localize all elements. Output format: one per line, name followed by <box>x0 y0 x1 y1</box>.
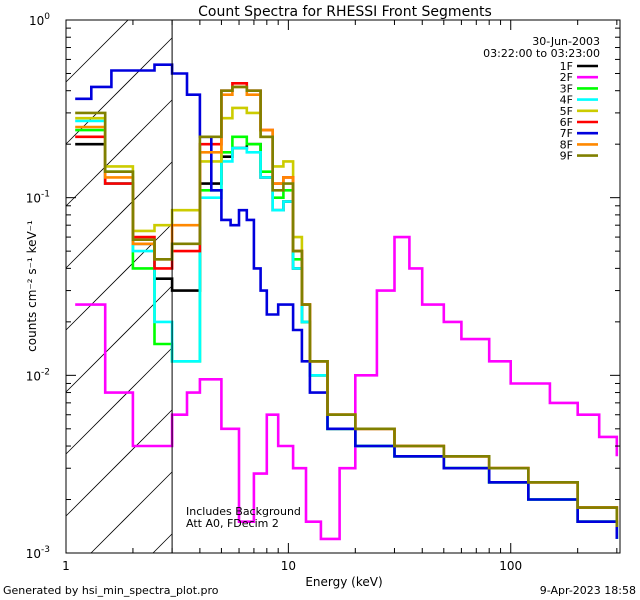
chart-title: Count Spectra for RHESSI Front Segments <box>198 4 492 20</box>
x-tick-label-1: 1 <box>62 559 70 573</box>
x-axis-label: Energy (keV) <box>305 575 382 589</box>
legend-label-7f: 7F <box>560 127 573 140</box>
plot-frame <box>65 19 621 554</box>
y-axis-label: counts cm⁻² s⁻¹ keV⁻¹ <box>25 220 39 352</box>
legend-label-1f: 1F <box>560 60 573 73</box>
hatch-line <box>65 409 173 517</box>
timestamp-label: 9-Apr-2023 18:58 <box>540 584 636 597</box>
series-line-1f <box>75 142 619 539</box>
date-label: 30-Jun-2003 <box>532 35 600 48</box>
annotation-background: Includes Background <box>186 505 301 518</box>
legend-label-9f: 9F <box>560 150 573 163</box>
hatch-line <box>65 161 173 269</box>
series-line-6f <box>75 82 619 527</box>
series-line-3f <box>75 128 619 539</box>
hatch-line <box>65 223 173 331</box>
y-tick-label-0-1: 10-1 <box>26 190 50 206</box>
legend-label-3f: 3F <box>560 82 573 95</box>
axis-ticks <box>65 20 620 554</box>
generated-by-label: Generated by hsi_min_spectra_plot.pro <box>3 584 219 597</box>
y-tick-label-0-001: 10-3 <box>26 545 50 561</box>
legend-label-4f: 4F <box>560 94 573 107</box>
x-tick-label-100: 100 <box>499 559 522 573</box>
hatch-line <box>65 347 173 455</box>
series-line-5f <box>75 106 619 527</box>
series-line-4f <box>75 119 619 539</box>
y-tick-label-0-01: 10-2 <box>26 367 50 383</box>
series-line-9f <box>75 85 619 527</box>
y-tick-label-1: 100 <box>29 12 50 28</box>
hatch-line <box>65 19 129 83</box>
legend-label-2f: 2F <box>560 71 573 84</box>
annotation-attenuator: Att A0, FDecim 2 <box>186 517 279 530</box>
hatch-line <box>65 99 173 207</box>
hatch-line <box>65 285 173 393</box>
series-line-2f <box>75 235 619 541</box>
legend-label-6f: 6F <box>560 116 573 129</box>
time-range-label: 03:22:00 to 03:23:00 <box>483 47 600 60</box>
legend-label-5f: 5F <box>560 105 573 118</box>
hatch-line <box>90 471 173 554</box>
series-line-8f <box>75 85 619 527</box>
x-tick-label-10: 10 <box>281 559 296 573</box>
legend-label-8f: 8F <box>560 138 573 151</box>
hatch-line <box>152 533 173 554</box>
